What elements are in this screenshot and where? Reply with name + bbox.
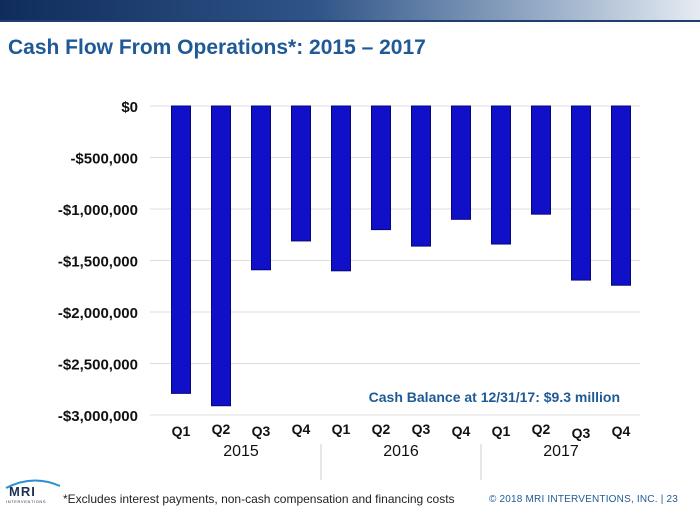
bar (211, 105, 231, 407)
x-tick-label: Q2 (212, 421, 231, 437)
slide-title: Cash Flow From Operations*: 2015 – 2017 (8, 36, 426, 59)
year-group-label: 2015 (223, 443, 259, 460)
bar (491, 105, 511, 245)
x-tick-label: Q4 (452, 423, 471, 439)
bar (251, 105, 271, 271)
mri-logo-icon (5, 479, 61, 489)
y-tick-label: -$1,500,000 (58, 254, 138, 271)
bar (171, 105, 191, 394)
cash-flow-chart: $0 -$500,000 -$1,000,000 -$1,500,000 -$2,000… (58, 99, 640, 480)
logo-subtext: INTERVENTIONS (6, 499, 47, 504)
header-band (0, 0, 700, 20)
x-tick-label: Q4 (612, 423, 631, 439)
bar (331, 105, 351, 272)
y-tick-label: $0 (121, 99, 138, 116)
y-tick-label: -$3,000,000 (58, 408, 138, 425)
bar (411, 105, 431, 247)
bar (571, 105, 591, 281)
x-tick-label: Q1 (332, 421, 351, 437)
bar (451, 105, 471, 220)
y-tick-label: -$1,000,000 (58, 202, 138, 219)
y-tick-label: -$500,000 (70, 151, 138, 168)
bar (371, 105, 391, 231)
year-group-label: 2016 (383, 443, 419, 460)
x-tick-label: Q1 (172, 423, 191, 439)
bar (291, 105, 311, 242)
x-tick-label: Q4 (292, 421, 311, 437)
logo-text: MRI (9, 484, 36, 499)
bar (611, 105, 631, 286)
x-tick-label: Q1 (492, 423, 511, 439)
x-tick-label: Q3 (572, 425, 591, 441)
y-tick-label: -$2,000,000 (58, 305, 138, 322)
bar (531, 105, 551, 215)
header-rule (0, 20, 700, 22)
x-tick-label: Q3 (412, 421, 431, 437)
y-tick-label: -$2,500,000 (58, 357, 138, 374)
year-group-label: 2017 (543, 443, 579, 460)
x-tick-label: Q2 (532, 421, 551, 437)
copyright-page-number: © 2018 MRI INTERVENTIONS, INC. | 23 (488, 494, 678, 505)
x-tick-label: Q3 (252, 423, 271, 439)
x-tick-label: Q2 (372, 421, 391, 437)
cash-balance-annotation: Cash Balance at 12/31/17: $9.3 million (369, 389, 620, 405)
footnote: *Excludes interest payments, non-cash co… (63, 492, 455, 506)
